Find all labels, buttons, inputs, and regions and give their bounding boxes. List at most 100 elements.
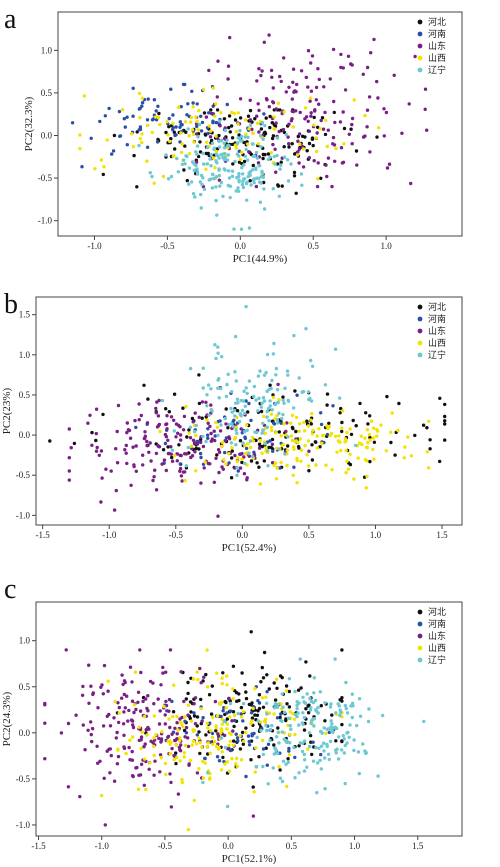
data-point: [208, 462, 212, 466]
data-point: [145, 145, 150, 149]
data-point: [120, 696, 124, 700]
data-point: [197, 730, 201, 734]
data-point: [275, 735, 279, 739]
data-point: [237, 419, 242, 424]
data-point: [100, 793, 104, 798]
data-point: [139, 735, 144, 739]
data-point: [196, 135, 200, 139]
data-point: [230, 422, 234, 426]
data-point: [259, 409, 264, 414]
data-point: [207, 124, 211, 128]
data-point: [172, 130, 176, 134]
data-point: [162, 458, 167, 462]
data-point: [238, 412, 242, 416]
data-point: [219, 727, 223, 731]
data-point: [244, 181, 249, 186]
data-point: [180, 780, 184, 785]
data-point: [406, 435, 410, 439]
data-point: [273, 147, 277, 151]
data-point: [280, 416, 284, 421]
data-point: [144, 787, 148, 792]
data-point: [172, 154, 176, 158]
data-point: [186, 713, 190, 717]
data-point: [275, 162, 280, 166]
data-point: [296, 688, 301, 692]
data-point: [340, 696, 344, 700]
data-point: [132, 153, 136, 158]
data-point: [129, 483, 133, 487]
data-point: [225, 760, 230, 764]
data-point: [165, 422, 169, 426]
data-point: [281, 398, 285, 402]
data-point: [137, 402, 141, 406]
data-point: [249, 630, 253, 634]
data-point: [297, 132, 302, 136]
data-point: [246, 442, 250, 446]
data-point: [143, 430, 147, 434]
data-point: [215, 671, 219, 675]
data-point: [152, 753, 156, 758]
data-point: [443, 414, 447, 419]
data-point: [317, 77, 321, 82]
data-point: [201, 87, 206, 92]
data-point: [116, 754, 121, 759]
data-point: [157, 736, 161, 741]
data-point: [287, 753, 292, 757]
data-point: [192, 702, 196, 706]
data-point: [214, 120, 218, 125]
data-point: [125, 115, 129, 119]
data-point: [345, 711, 350, 715]
data-point: [275, 686, 279, 690]
data-point: [225, 138, 229, 142]
data-point: [295, 481, 299, 485]
data-point: [438, 459, 442, 464]
data-point: [319, 704, 323, 708]
data-point: [116, 701, 120, 705]
data-point: [159, 740, 163, 744]
data-point: [145, 118, 150, 122]
data-point: [365, 459, 369, 463]
data-point: [235, 756, 239, 761]
data-point: [375, 79, 379, 84]
data-point: [307, 129, 312, 133]
data-point: [302, 769, 307, 773]
data-point: [384, 110, 389, 115]
data-point: [218, 419, 222, 423]
data-point: [152, 181, 156, 185]
data-point: [341, 66, 345, 70]
data-point: [145, 733, 149, 737]
data-point: [78, 794, 82, 799]
data-point: [284, 429, 288, 434]
data-point: [422, 719, 426, 724]
data-point: [365, 108, 370, 112]
data-point: [305, 765, 309, 769]
data-point: [245, 142, 250, 146]
data-point: [149, 459, 153, 463]
data-point: [287, 677, 292, 681]
data-point: [238, 734, 242, 738]
data-point: [179, 131, 183, 135]
data-point: [99, 158, 104, 162]
data-point: [224, 422, 228, 426]
data-point: [118, 134, 122, 138]
data-point: [144, 728, 148, 732]
data-point: [280, 675, 284, 680]
data-point: [286, 135, 290, 139]
data-point: [345, 741, 349, 745]
data-point: [315, 791, 319, 795]
data-point: [248, 108, 253, 113]
data-point: [309, 358, 313, 363]
data-point: [309, 422, 313, 426]
data-point: [226, 64, 231, 68]
data-point: [271, 142, 275, 147]
data-point: [86, 728, 90, 732]
data-point: [243, 154, 248, 158]
data-point: [108, 724, 113, 728]
data-point: [314, 745, 318, 750]
data-point: [239, 398, 243, 403]
data-point: [191, 739, 196, 743]
data-point: [279, 702, 283, 706]
data-point: [302, 420, 306, 425]
data-point: [186, 102, 190, 106]
data-point: [335, 747, 339, 751]
